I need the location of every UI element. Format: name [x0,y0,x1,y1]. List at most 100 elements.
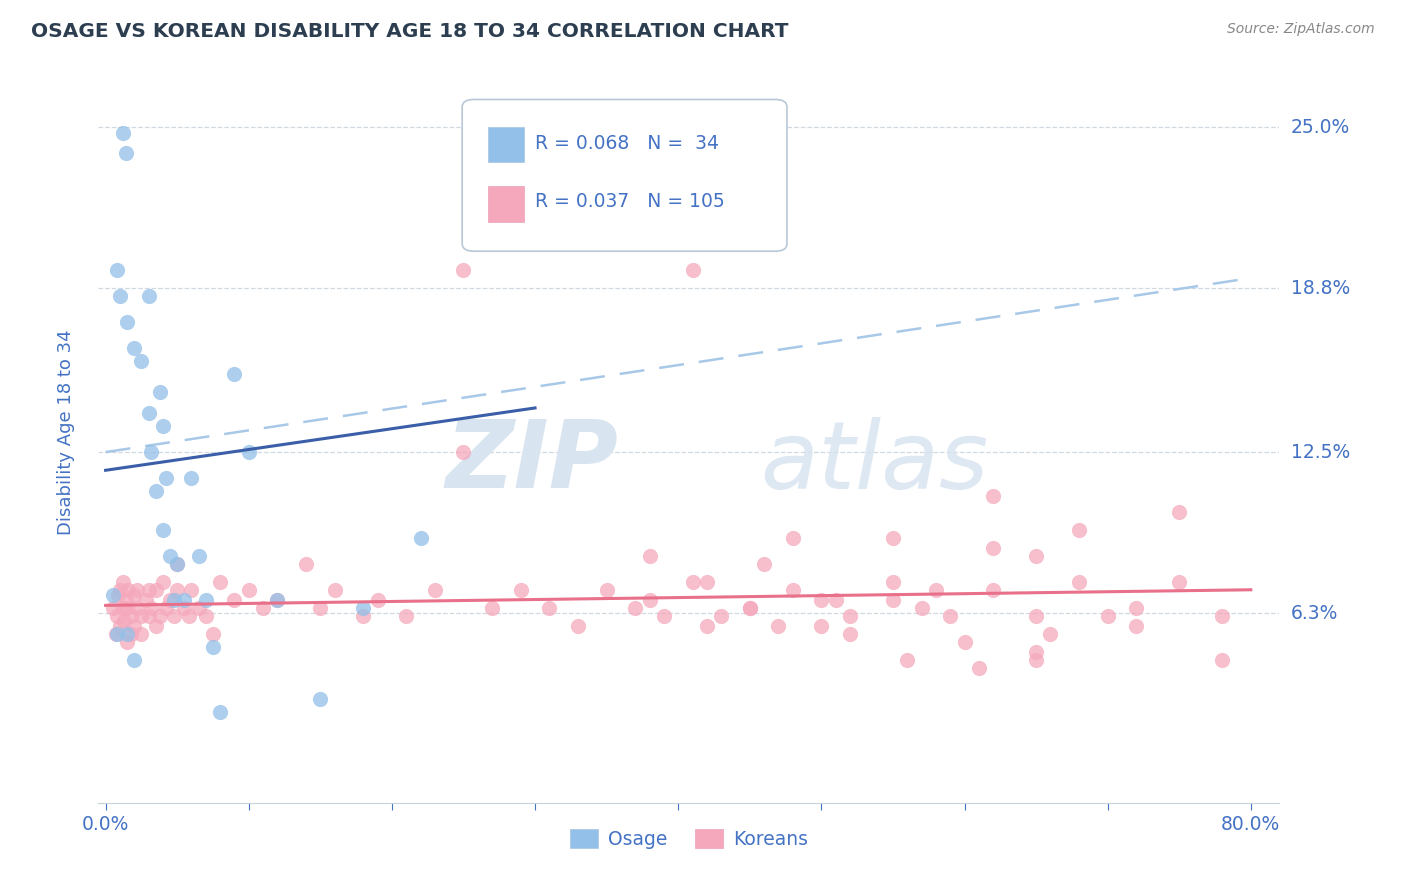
Point [238,582,260,597]
Point [131,608,153,623]
Y-axis label: Disability Age 18 to 34: Disability Age 18 to 34 [56,330,75,535]
Point [910,601,932,615]
Point [177,608,200,623]
Point [981,582,1004,597]
Point [209,574,232,589]
Point [201,640,224,654]
Text: ZIP: ZIP [446,417,619,508]
Point [166,582,188,597]
Point [1025,653,1047,667]
Point [209,705,232,719]
Text: 25.0%: 25.0% [1291,118,1350,136]
Point [111,126,134,140]
Point [509,582,531,597]
Point [194,608,217,623]
Point [981,489,1004,503]
Point [939,608,962,623]
Point [152,523,174,537]
Text: R = 0.068   N =  34: R = 0.068 N = 34 [536,135,720,153]
Point [101,601,124,615]
Point [115,601,138,615]
Point [122,653,145,667]
Point [152,574,174,589]
Point [1025,549,1047,563]
Point [187,601,209,615]
Point [367,593,389,607]
Point [173,593,195,607]
Point [1039,627,1062,641]
Point [155,471,177,485]
Point [138,406,160,420]
Point [141,601,163,615]
Point [141,445,163,459]
Point [115,627,138,641]
Point [105,263,128,277]
Point [115,634,138,648]
Point [125,582,148,597]
Point [107,588,129,602]
Point [152,419,174,434]
Point [111,574,134,589]
Point [752,557,775,571]
Point [122,588,145,602]
Point [187,549,209,563]
Point [145,582,167,597]
Point [824,593,846,607]
Point [323,582,346,597]
Point [105,627,128,641]
Point [810,593,832,607]
Point [1211,608,1233,623]
Point [882,574,904,589]
Point [295,557,318,571]
Point [101,588,124,602]
Point [1067,574,1090,589]
Point [981,541,1004,556]
Point [682,263,704,277]
Point [696,619,718,633]
Point [112,614,135,628]
Point [122,341,145,355]
Point [266,593,288,607]
Point [114,146,136,161]
Point [638,593,661,607]
Point [696,574,718,589]
Point [131,627,153,641]
Point [768,619,790,633]
Point [163,608,186,623]
Text: atlas: atlas [759,417,988,508]
Point [166,557,188,571]
Point [1097,608,1119,623]
Point [409,531,432,545]
Point [138,289,160,303]
Point [266,593,288,607]
Point [423,582,446,597]
Point [738,601,761,615]
Text: Source: ZipAtlas.com: Source: ZipAtlas.com [1227,22,1375,37]
Point [896,653,918,667]
Point [180,582,202,597]
Point [117,582,139,597]
Point [145,484,167,499]
Point [925,582,948,597]
Point [149,608,172,623]
Point [115,315,138,329]
Point [163,593,186,607]
Point [738,601,761,615]
Point [201,627,224,641]
Point [453,445,475,459]
Point [108,582,131,597]
Point [125,601,148,615]
Point [173,601,195,615]
Point [238,445,260,459]
Point [135,593,157,607]
Point [114,593,136,607]
Point [122,619,145,633]
Point [309,692,332,706]
Point [111,601,134,615]
Point [159,549,181,563]
Point [953,634,976,648]
Point [453,263,475,277]
Point [839,627,862,641]
Point [624,601,647,615]
Point [138,608,160,623]
